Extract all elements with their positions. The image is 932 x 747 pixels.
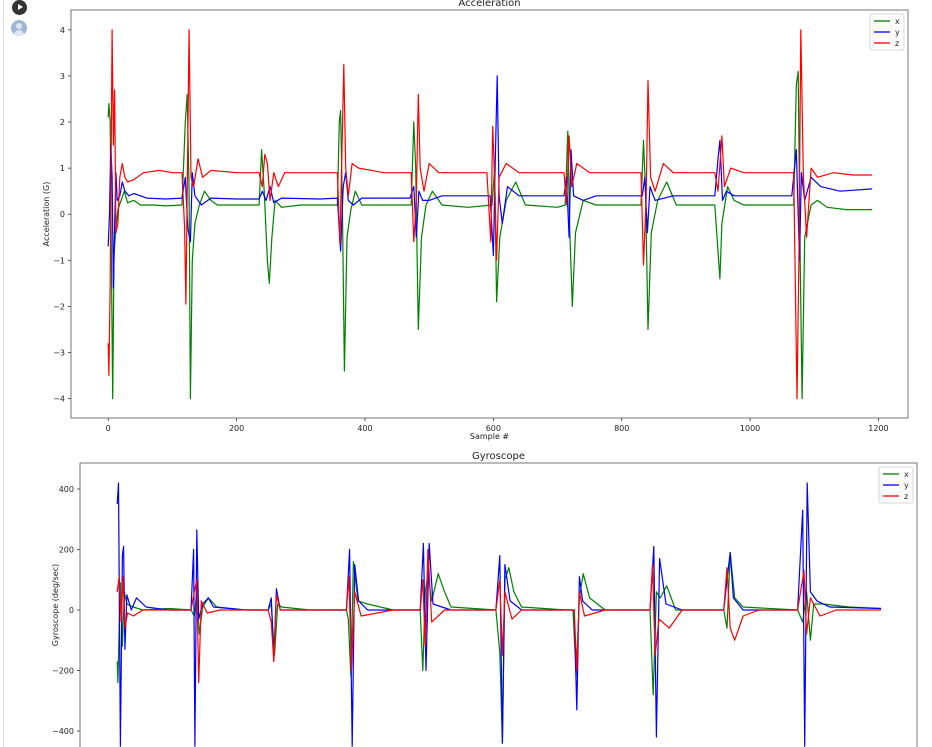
legend-label-y: y (895, 28, 900, 37)
chart-title: Acceleration (458, 0, 520, 9)
series-line-x (107, 70, 873, 400)
y-tick-label: 200 (59, 546, 74, 555)
legend-label-y: y (904, 481, 909, 490)
plot-frame (79, 462, 918, 747)
y-tick-label: −200 (52, 666, 74, 675)
legend: xyz (878, 466, 914, 504)
legend-label-z: z (904, 492, 908, 501)
legend-label-x: x (904, 470, 909, 479)
y-tick-label: 0 (60, 210, 65, 219)
series-line-y (107, 75, 873, 289)
x-tick-label: 400 (357, 424, 372, 433)
plot-frame (70, 9, 909, 419)
y-tick-label: 1 (60, 164, 65, 173)
plot-area (107, 29, 873, 400)
legend-label-x: x (895, 17, 900, 26)
x-tick-label: 600 (486, 424, 501, 433)
plot-area (116, 482, 882, 747)
y-axis-label: Acceleration (G) (42, 182, 51, 247)
x-tick-label: 1200 (868, 424, 888, 433)
y-tick-label: 4 (60, 26, 65, 35)
series-line-z (116, 548, 882, 684)
legend: xyz (869, 13, 905, 51)
chart-title: Gyroscope (472, 451, 525, 462)
y-tick-label: 400 (59, 485, 74, 494)
y-axis-label: Gyroscope (deg/sec) (51, 564, 60, 646)
series-line-z (107, 29, 873, 400)
x-axis-label: Sample # (470, 432, 510, 441)
x-tick-label: 800 (614, 424, 629, 433)
y-tick-label: 2 (60, 118, 65, 127)
y-tick-label: −2 (53, 302, 65, 311)
cell-gutter-divider (3, 0, 4, 747)
legend-label-z: z (895, 39, 899, 48)
acceleration-chart: Acceleration Acceleration (G) Sample # −4 −3… (42, 0, 909, 441)
gyroscope-chart: Gyroscope Gyroscope (deg/sec) −400 −200 0 200… (51, 451, 918, 747)
play-circle-icon[interactable] (12, 0, 27, 15)
user-avatar-icon (11, 20, 27, 36)
y-tick-label: −400 (52, 727, 74, 736)
x-tick-label: 1000 (740, 424, 760, 433)
y-tick-label: −1 (53, 256, 65, 265)
y-tick-label: −3 (53, 349, 65, 358)
y-tick-label: 3 (60, 72, 65, 81)
y-tick-label: −4 (53, 395, 65, 404)
x-tick-label: 200 (229, 424, 244, 433)
x-tick-label: 0 (106, 424, 111, 433)
y-tick-label: 0 (69, 606, 74, 615)
series-line-y (116, 482, 882, 747)
